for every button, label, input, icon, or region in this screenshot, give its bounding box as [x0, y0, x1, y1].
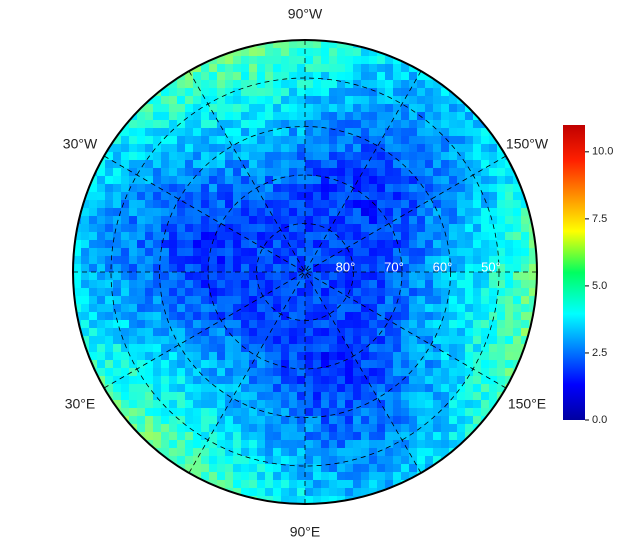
latitude-circle — [207, 174, 403, 370]
latitude-circle — [159, 126, 451, 418]
meridian-label: 150°W — [506, 136, 549, 152]
colorbar-tick-label: 2.5 — [592, 347, 607, 359]
colorbar-tick-label: 5.0 — [592, 280, 607, 292]
meridian-label: 90°W — [288, 6, 323, 22]
meridian-label: 90°E — [290, 524, 321, 540]
meridian-label: 30°W — [63, 136, 98, 152]
colorbar — [563, 125, 585, 420]
latitude-label: 60° — [433, 259, 453, 274]
colorbar-tick-label: 10.0 — [592, 146, 613, 158]
latitude-label: 50° — [481, 259, 501, 274]
latitude-label: 70° — [384, 259, 404, 274]
meridian-label: 150°E — [508, 396, 546, 412]
latitude-circle — [256, 223, 354, 321]
meridian-label: 30°E — [65, 396, 96, 412]
graticule — [73, 40, 537, 504]
latitude-label: 80° — [336, 259, 356, 274]
latitude-circle — [110, 77, 500, 467]
colorbar-tick-label: 7.5 — [592, 213, 607, 225]
colorbar-tick-label: 0.0 — [592, 414, 607, 426]
map-boundary — [72, 39, 538, 505]
